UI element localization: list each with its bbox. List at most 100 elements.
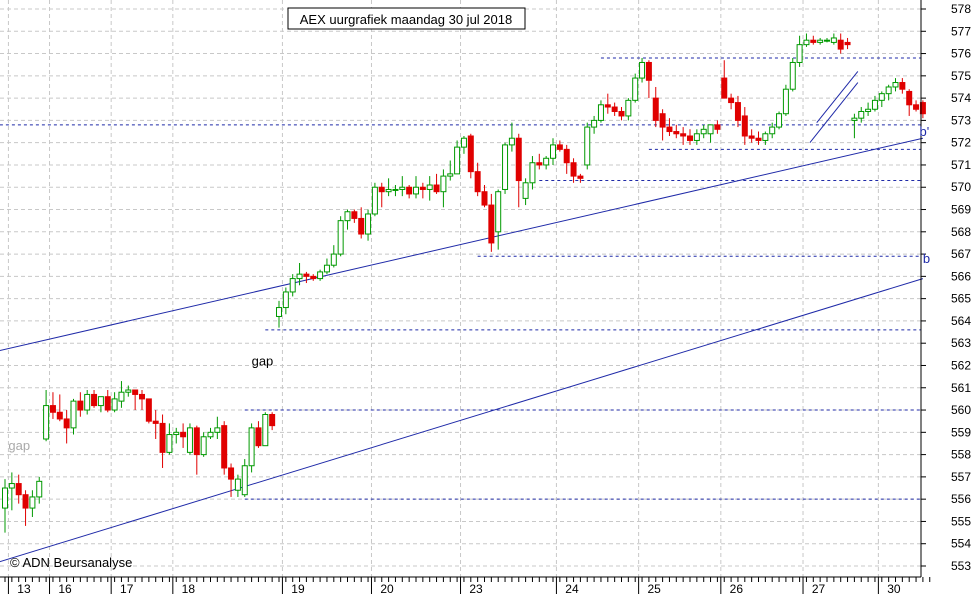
candle-body [296,273,303,280]
candle [2,479,8,533]
x-tick-label: 20 [380,582,394,596]
candle-body [851,117,858,121]
candle-body [844,41,851,46]
candle [344,209,351,230]
y-tick-label: 574 [951,91,971,105]
candle-body [666,126,673,133]
candle-body [618,110,625,117]
candle-body [385,188,392,193]
y-tick-label: 559 [951,425,971,439]
x-tick-label: 17 [120,582,134,596]
candle-body [460,137,467,148]
candle [77,392,84,417]
candle-body [543,157,550,166]
y-tick-label: 553 [951,559,971,573]
candle [317,269,324,281]
candle-body [371,186,378,215]
annotations: gap gap b' b [8,124,930,453]
candle-body [687,135,693,141]
candle-body [591,119,598,128]
candle [296,262,303,286]
candle [454,140,461,175]
candle [241,459,248,497]
candle-body [906,90,913,106]
candle-body [837,39,844,50]
x-tick-label: 16 [58,582,72,596]
candle [111,392,118,413]
candle-body [508,137,515,146]
candle [529,156,536,190]
candle [508,122,515,152]
candle-body [714,124,721,130]
candle-body [378,186,385,193]
y-tick-label: 566 [951,269,971,283]
candle [460,135,467,154]
candle-body [728,97,735,104]
grid-lines [0,0,921,577]
candle [892,78,899,92]
candle-body [186,427,193,453]
candle [522,178,529,206]
candle-body [276,307,282,317]
candle-body [673,131,680,135]
candle [796,35,803,67]
candle-body [871,99,878,110]
candle-body [125,389,132,393]
candle [8,472,15,511]
candle-body [29,496,36,509]
candle-body [440,175,447,193]
candle [159,414,166,468]
candle-body [406,186,413,195]
candle-body [419,186,426,190]
candle-body [769,126,776,135]
candle-body [289,278,296,293]
candle-body [495,191,502,233]
candle-body [700,128,707,135]
candle [515,133,522,208]
candle-body [241,465,248,496]
candle [262,412,269,447]
y-tick-label: 571 [951,158,971,172]
candle-body [193,427,200,456]
candle-body [365,213,372,235]
candle [406,185,413,199]
y-tick-label: 562 [951,358,971,372]
x-tick-label: 19 [291,582,305,596]
y-tick-label: 569 [951,203,971,217]
trend-line [809,82,859,143]
candle [680,127,687,145]
candle-body [234,478,241,491]
candle [734,95,741,128]
candle-body [454,146,461,175]
candle [782,84,789,116]
candle [330,245,337,268]
candle [577,173,584,183]
candle-body [228,467,235,480]
candle [104,389,111,413]
chart-title: AEX uurgrafiek maandag 30 jul 2018 [300,12,512,27]
candle [125,385,132,397]
candle-body [625,99,632,117]
candle [365,209,372,241]
candle [584,122,591,170]
candle-body [70,400,77,429]
candle-body [433,184,440,193]
candle-body [522,182,529,199]
candle-body [755,137,762,141]
candle-body [159,422,166,453]
candle [817,37,824,45]
candle [700,124,707,139]
candle-body [392,188,399,191]
candle [186,423,193,455]
x-tick-label: 27 [812,582,826,596]
candle-body [310,275,317,280]
candle [91,389,98,408]
candle [556,140,563,152]
y-tick-label: 556 [951,492,971,506]
candle-body [659,113,666,128]
candle [447,160,454,181]
y-tick-label: 577 [951,24,971,38]
candle [563,144,570,174]
candle-body [824,39,830,42]
